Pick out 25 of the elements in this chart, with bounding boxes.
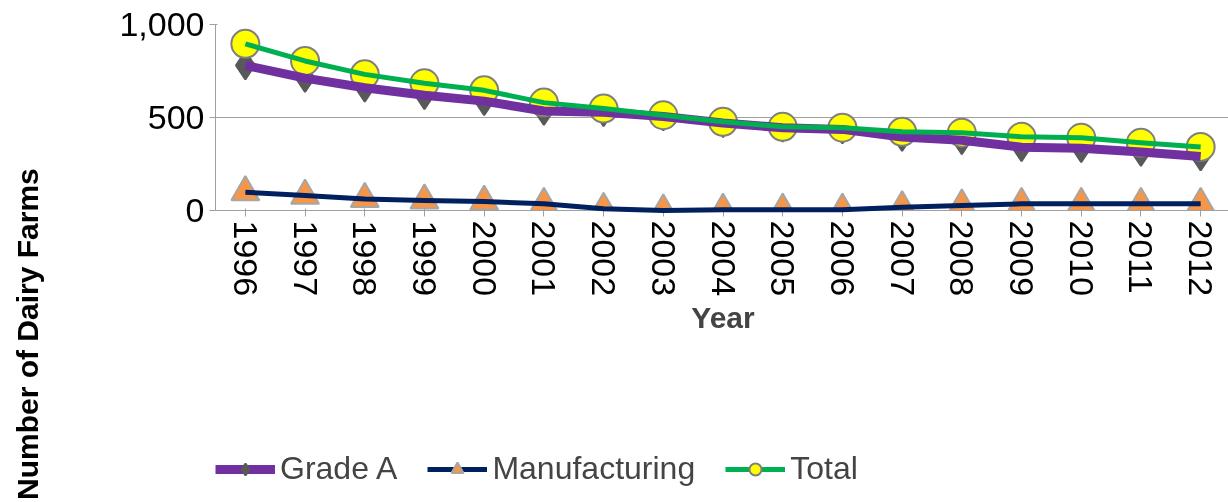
x-tick-label: 2009 xyxy=(1003,220,1042,297)
legend-label: Total xyxy=(790,450,858,487)
x-tick-label: 2000 xyxy=(465,220,504,297)
x-tick-label: 2007 xyxy=(883,220,922,297)
y-axis-title: Number of Dairy Farms xyxy=(10,168,45,500)
x-axis-title: Year xyxy=(691,301,756,335)
y-tick-label: 500 xyxy=(147,98,205,136)
x-tick-label: 1996 xyxy=(226,220,265,297)
legend-label: Manufacturing xyxy=(492,450,696,487)
x-tick-label: 2001 xyxy=(525,220,564,297)
x-tick-label: 2004 xyxy=(704,220,743,297)
x-tick-label: 1997 xyxy=(286,220,325,297)
y-tick-label: 0 xyxy=(185,191,205,229)
x-tick-label: 2011 xyxy=(1122,220,1161,294)
x-tick-label: 2008 xyxy=(943,220,982,297)
x-tick-label: 2006 xyxy=(823,220,862,297)
x-tick-label: 1999 xyxy=(405,220,444,297)
y-tick-label: 1,000 xyxy=(119,5,205,43)
legend-label: Grade A xyxy=(280,450,398,487)
x-tick-label: 2002 xyxy=(585,220,624,297)
x-tick-label: 2005 xyxy=(764,220,803,297)
x-tick-label: 2010 xyxy=(1062,220,1101,297)
x-tick-label: 2003 xyxy=(644,220,683,297)
x-tick-label: 2012 xyxy=(1182,220,1221,297)
x-tick-label: 1998 xyxy=(346,220,385,297)
